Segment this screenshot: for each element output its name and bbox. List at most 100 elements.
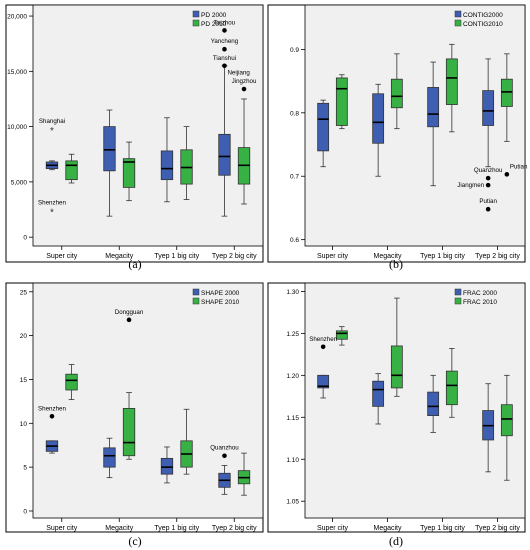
legend-label: PD 2010: [201, 21, 227, 28]
box-iqr: [427, 87, 440, 128]
legend-label: CONTIG2010: [463, 21, 503, 28]
legend-swatch: [192, 19, 200, 27]
box-series-b: [390, 53, 403, 130]
legend-swatch: [192, 297, 200, 305]
chart-panel-c: 0 5 10 15 20 25 Super city Megacity Tyep 1 big c…: [5, 282, 349, 533]
outlier-marker: [485, 206, 491, 212]
box-iqr: [372, 380, 385, 407]
legend-swatch: [192, 288, 200, 296]
x-tick-label: Tyep 1 big city: [420, 525, 465, 532]
outlier-marker: [222, 46, 227, 52]
outlier-label: Shenzhen: [38, 405, 66, 412]
legend: PD 2000 PD 2010: [192, 10, 227, 28]
x-tick-label: Tyep 2 big city: [212, 525, 257, 532]
box-series-a: [160, 446, 174, 484]
box-series-b: [180, 126, 193, 200]
box-iqr: [482, 90, 495, 126]
outlier-label: Neijiang: [227, 69, 250, 76]
box-iqr: [160, 457, 174, 475]
x-tick-label: Tyep 2 big city: [475, 525, 520, 532]
y-tick-label: 1.20: [286, 373, 299, 380]
y-tick-label: 0.7: [290, 174, 299, 181]
box-series-b: [122, 392, 136, 460]
box-iqr: [103, 126, 116, 172]
y-tick-label: 1.05: [286, 499, 299, 506]
box-series-b: [237, 98, 251, 205]
y-tick-label: 0.8: [290, 110, 299, 117]
legend-swatch: [454, 288, 462, 296]
box-iqr: [445, 58, 458, 105]
legend: FRAC 2000 FRAC 2010: [454, 288, 497, 306]
legend-label: SHAPE 2000: [201, 290, 240, 297]
box-series-b: [65, 153, 78, 184]
y-tick-label: 1.15: [286, 415, 299, 422]
box-iqr: [122, 158, 136, 188]
outlier-marker: [485, 175, 491, 181]
box-iqr: [500, 404, 513, 437]
outlier-label: Shenzhen: [309, 336, 337, 343]
y-tick-label: 1.25: [286, 331, 299, 338]
box-iqr: [500, 78, 513, 107]
box-iqr: [160, 150, 174, 181]
box-series-a: [372, 83, 385, 177]
x-tick-label: Megacity: [105, 525, 134, 532]
box-series-a: [427, 61, 440, 187]
y-tick-label: 0.6: [290, 237, 299, 244]
outlier-marker: [222, 63, 227, 69]
y-tick-label: 0: [23, 235, 27, 242]
y-tick-label: 1.10: [286, 457, 299, 464]
plot-area: [304, 282, 526, 519]
outlier-label: Putian: [510, 163, 528, 170]
outlier-marker: [241, 86, 247, 92]
box-series-a: [103, 109, 116, 217]
outlier-label: Yancheng: [211, 38, 239, 45]
box-series-b: [500, 374, 513, 481]
chart-panel-a: 0 5,000 10,000 15,000 20,000 Super city Megaci…: [5, 4, 264, 263]
x-tick-label: Tyep 1 big city: [154, 253, 199, 260]
x-tick-label: Tyep 2 big city: [212, 253, 257, 260]
box-series-a: [45, 160, 59, 171]
box-series-a: [103, 437, 116, 479]
y-tick-label: 20,000: [7, 14, 27, 21]
outlier-marker: [504, 172, 510, 177]
box-iqr: [65, 373, 78, 391]
legend-swatch: [454, 297, 462, 305]
box-series-b: [500, 53, 513, 142]
outlier-marker: [49, 413, 55, 419]
y-tick-label: 10,000: [7, 124, 27, 131]
outlier-marker: [485, 182, 491, 188]
outlier-label: Jiangmen: [457, 182, 484, 189]
y-tick-label: 10: [20, 421, 28, 428]
outlier-extreme-marker: *: [50, 208, 54, 219]
panel-label: (b): [389, 257, 403, 271]
box-series-b: [65, 364, 78, 401]
box-series-a: [482, 58, 495, 168]
outlier-label: Quanzhou: [210, 445, 239, 452]
x-tick-label: Super city: [317, 253, 349, 260]
box-iqr: [390, 345, 403, 389]
x-tick-label: Tyep 1 big city: [154, 525, 199, 532]
box-series-b: [335, 74, 348, 130]
y-tick-label: 20: [20, 333, 28, 340]
outlier-marker: [222, 453, 227, 459]
outlier-label: Dongguan: [115, 309, 144, 316]
x-tick-label: Super city: [46, 253, 78, 260]
legend: SHAPE 2000 SHAPE 2010: [192, 288, 240, 306]
box-iqr: [335, 77, 348, 126]
box-series-a: [45, 440, 59, 454]
panel-label: (d): [389, 534, 403, 548]
legend-label: SHAPE 2010: [201, 299, 240, 306]
box-iqr: [427, 391, 440, 417]
box-series-a: [160, 117, 174, 203]
box-series-b: [390, 297, 403, 397]
panel-label: (a): [128, 257, 141, 271]
box-iqr: [317, 374, 330, 389]
box-series-a: [427, 374, 440, 433]
x-tick-label: Super city: [317, 525, 349, 532]
box-series-b: [180, 408, 193, 475]
outlier-label: Shenzhen: [38, 200, 66, 207]
box-series-a: [482, 383, 495, 473]
box-series-b: [237, 452, 251, 496]
box-iqr: [218, 133, 231, 176]
